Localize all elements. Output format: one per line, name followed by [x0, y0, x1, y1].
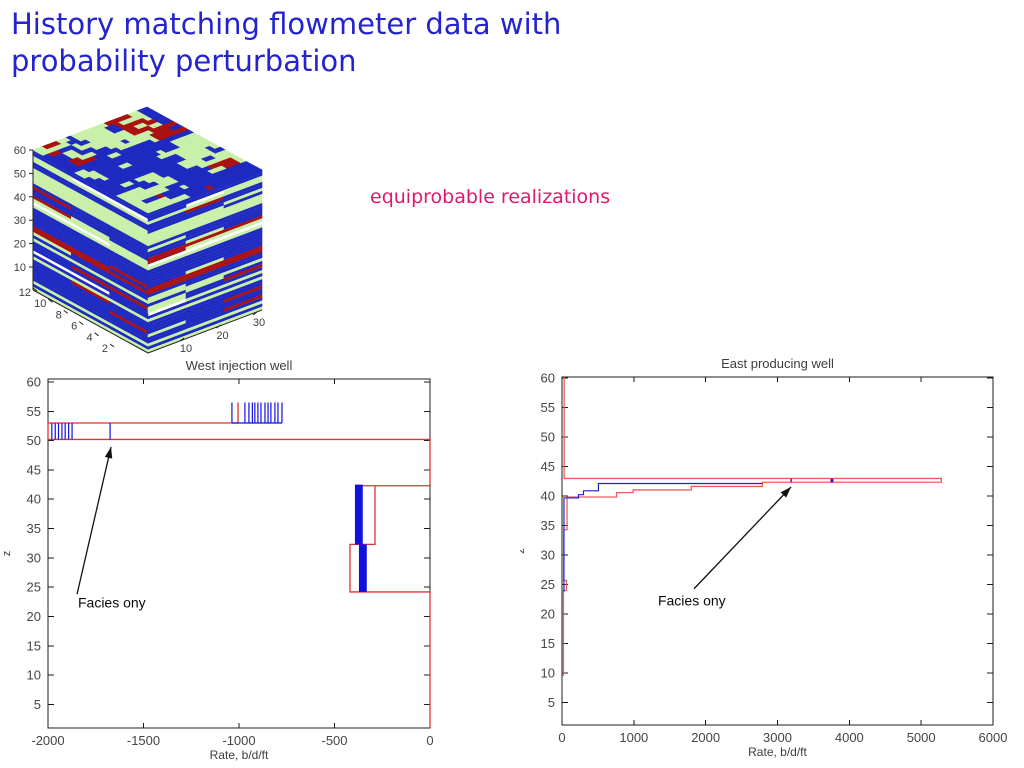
- y-tick-label: 35: [27, 521, 41, 536]
- y-axis-label: z: [1, 551, 13, 557]
- y-tick-label: 20: [27, 609, 41, 624]
- east-producing-well-chart: 0 1000 2000 3000 4000 5000 6000 5 10 15 20 25 30 35 40…: [520, 356, 1008, 759]
- x-tick-label: -500: [321, 733, 347, 748]
- x-tick-label: 2000: [691, 730, 720, 745]
- cube-z-tick-label: 50: [14, 168, 26, 180]
- chart-title: East producing well: [721, 356, 834, 371]
- x-tick-label: -1500: [127, 733, 160, 748]
- cube-y-tick-label: 4: [86, 332, 92, 344]
- blue-series: [563, 482, 763, 592]
- y-tick-label: 25: [27, 580, 41, 595]
- x-tick-label: 4000: [835, 730, 864, 745]
- facies-annotation: Facies ony: [658, 486, 792, 609]
- x-tick-label: 3000: [763, 730, 792, 745]
- cube-y-tick-label: 6: [71, 321, 77, 333]
- slide-title-line1: History matching flowmeter data with: [11, 7, 562, 41]
- cube-z-tick-label: 60: [14, 145, 26, 157]
- x-axis-label: Rate, b/d/ft: [210, 748, 269, 762]
- slide-title: History matching flowmeter data with pro…: [11, 6, 561, 80]
- cube-z-tick-label: 30: [14, 215, 26, 227]
- x-tick-label: -2000: [31, 733, 64, 748]
- cube-x-tick-label: 30: [253, 317, 265, 329]
- cube-y-tick-label: 12: [19, 287, 31, 299]
- cube-y-tick-label: 10: [34, 298, 46, 310]
- axes: [47, 378, 431, 729]
- y-tick-label: 5: [34, 697, 41, 712]
- blue-bar: [354, 484, 363, 545]
- red-series: [562, 377, 942, 677]
- annotation-text: Facies ony: [78, 595, 146, 611]
- cube-z-tick-label: 40: [14, 192, 26, 204]
- blue-bar: [358, 544, 367, 592]
- annotation-text: Facies ony: [658, 593, 726, 609]
- cube-z-tick-label: 20: [14, 239, 26, 251]
- y-tick-label: 40: [27, 492, 41, 507]
- y-tick-label: 45: [541, 459, 555, 474]
- y-tick-label: 55: [27, 404, 41, 419]
- chart-title: West injection well: [186, 358, 293, 373]
- y-tick-label: 40: [541, 489, 555, 504]
- y-tick-label: 25: [541, 577, 555, 592]
- y-tick-label: 60: [27, 374, 41, 389]
- cube-x-tick-label: 20: [216, 330, 228, 342]
- y-axis-label: z: [520, 548, 527, 554]
- y-tick-label: 10: [541, 666, 555, 681]
- y-tick-label: 60: [541, 371, 555, 386]
- y-tick-label: 20: [541, 607, 555, 622]
- y-tick-label: 50: [27, 433, 41, 448]
- x-tick-label: 6000: [979, 730, 1008, 745]
- y-tick-label: 5: [548, 695, 555, 710]
- x-tick-label: -1000: [222, 733, 255, 748]
- x-axis-label: Rate, b/d/ft: [748, 745, 807, 759]
- y-tick-label: 55: [541, 400, 555, 415]
- y-tick-label: 35: [541, 518, 555, 533]
- red-series: [47, 402, 431, 728]
- x-tick-label: 1000: [619, 730, 648, 745]
- west-injection-well-chart: -2000 -1500 -1000 -500 0 5 10 15 20 25 30 35 40 45 50 5…: [1, 358, 434, 762]
- x-tick-label: 0: [558, 730, 565, 745]
- cube-y-tick-label: 2: [102, 343, 108, 355]
- y-tick-label: 30: [27, 550, 41, 565]
- facies-annotation: Facies ony: [76, 446, 146, 611]
- y-tick-label: 45: [27, 462, 41, 477]
- x-tick-label: 5000: [907, 730, 936, 745]
- cube-z-tick-label: 10: [14, 262, 26, 274]
- y-tick-label: 15: [27, 638, 41, 653]
- y-tick-label: 10: [27, 668, 41, 683]
- x-tick-label: 0: [426, 733, 433, 748]
- cube-x-tick-label: 10: [180, 343, 192, 355]
- cube-top-face: [32, 106, 263, 214]
- y-tick-label: 15: [541, 636, 555, 651]
- axes: [561, 376, 994, 726]
- cube-axes: [29, 149, 263, 354]
- slide-title-line2: probability perturbation: [11, 44, 357, 78]
- y-tick-label: 30: [541, 548, 555, 563]
- y-tick-label: 50: [541, 430, 555, 445]
- subtitle-equiprobable-realizations: equiprobable realizations: [370, 186, 611, 208]
- cube-y-tick-label: 8: [56, 309, 62, 321]
